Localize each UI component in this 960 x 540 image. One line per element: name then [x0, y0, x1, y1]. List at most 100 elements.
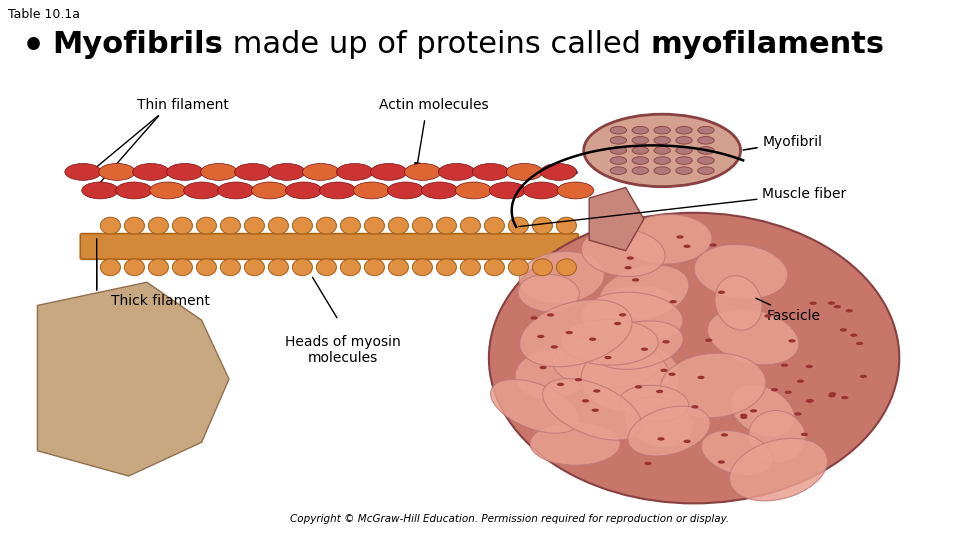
Circle shape — [654, 147, 670, 154]
Ellipse shape — [413, 217, 432, 234]
Ellipse shape — [731, 385, 795, 437]
Circle shape — [662, 340, 670, 343]
Circle shape — [698, 167, 714, 174]
Ellipse shape — [269, 217, 288, 234]
Circle shape — [371, 164, 407, 180]
Ellipse shape — [341, 217, 360, 234]
Ellipse shape — [619, 385, 688, 421]
Circle shape — [684, 245, 690, 248]
Circle shape — [589, 338, 596, 341]
Circle shape — [132, 164, 169, 180]
Circle shape — [677, 235, 684, 239]
Circle shape — [764, 314, 772, 318]
Circle shape — [611, 137, 627, 144]
Ellipse shape — [516, 349, 588, 400]
Circle shape — [99, 164, 135, 180]
Circle shape — [116, 182, 153, 199]
Ellipse shape — [149, 259, 168, 276]
Circle shape — [860, 375, 867, 378]
Ellipse shape — [341, 259, 360, 276]
Circle shape — [841, 396, 849, 399]
Circle shape — [828, 394, 835, 397]
Circle shape — [654, 137, 670, 144]
Circle shape — [788, 339, 796, 342]
Circle shape — [537, 335, 544, 338]
Ellipse shape — [519, 300, 632, 367]
Circle shape — [784, 390, 792, 394]
Ellipse shape — [533, 259, 552, 276]
Circle shape — [611, 126, 627, 134]
Circle shape — [706, 339, 712, 342]
Ellipse shape — [603, 286, 676, 318]
Circle shape — [809, 301, 817, 305]
Circle shape — [201, 164, 237, 180]
Circle shape — [829, 392, 836, 395]
Circle shape — [771, 388, 779, 392]
Ellipse shape — [173, 259, 192, 276]
Ellipse shape — [485, 217, 504, 234]
Ellipse shape — [461, 217, 480, 234]
Circle shape — [593, 389, 600, 393]
Circle shape — [697, 376, 705, 379]
Ellipse shape — [553, 336, 661, 388]
Circle shape — [611, 157, 627, 164]
Circle shape — [805, 400, 813, 403]
Ellipse shape — [491, 380, 579, 433]
Circle shape — [584, 114, 740, 187]
Ellipse shape — [519, 252, 604, 303]
Ellipse shape — [628, 406, 710, 456]
Circle shape — [641, 348, 648, 351]
Text: •: • — [22, 30, 45, 64]
Polygon shape — [37, 282, 228, 476]
Circle shape — [828, 301, 835, 305]
Circle shape — [490, 182, 526, 199]
Circle shape — [740, 414, 748, 417]
Circle shape — [627, 256, 634, 260]
Circle shape — [660, 369, 667, 372]
Circle shape — [718, 291, 725, 294]
Ellipse shape — [749, 410, 805, 462]
Circle shape — [632, 137, 649, 144]
Circle shape — [632, 147, 649, 154]
Ellipse shape — [365, 259, 384, 276]
Ellipse shape — [592, 321, 684, 369]
Ellipse shape — [317, 217, 336, 234]
Ellipse shape — [694, 245, 788, 299]
Circle shape — [269, 164, 305, 180]
Circle shape — [455, 182, 492, 199]
Ellipse shape — [715, 275, 762, 330]
Circle shape — [388, 182, 424, 199]
Circle shape — [654, 167, 670, 174]
Circle shape — [698, 157, 714, 164]
Circle shape — [611, 167, 627, 174]
Ellipse shape — [245, 259, 264, 276]
Circle shape — [654, 126, 670, 134]
Text: Myofibril: Myofibril — [743, 135, 823, 150]
Ellipse shape — [221, 217, 240, 234]
Ellipse shape — [317, 259, 336, 276]
Ellipse shape — [293, 217, 312, 234]
Circle shape — [801, 433, 808, 436]
Ellipse shape — [533, 217, 552, 234]
Ellipse shape — [197, 259, 216, 276]
Circle shape — [644, 462, 652, 465]
Ellipse shape — [461, 259, 480, 276]
Circle shape — [833, 305, 841, 308]
Ellipse shape — [708, 309, 799, 365]
Circle shape — [605, 356, 612, 359]
Text: Muscle fiber: Muscle fiber — [519, 187, 847, 227]
Circle shape — [658, 437, 664, 441]
Circle shape — [614, 322, 621, 325]
Ellipse shape — [730, 438, 828, 501]
Circle shape — [709, 244, 717, 247]
Circle shape — [656, 390, 663, 393]
Circle shape — [64, 164, 101, 180]
Ellipse shape — [557, 217, 576, 234]
Circle shape — [565, 331, 573, 334]
Ellipse shape — [542, 379, 641, 440]
FancyBboxPatch shape — [81, 234, 578, 259]
Circle shape — [557, 383, 564, 386]
Ellipse shape — [582, 228, 665, 276]
Circle shape — [797, 380, 804, 383]
Circle shape — [806, 399, 814, 402]
